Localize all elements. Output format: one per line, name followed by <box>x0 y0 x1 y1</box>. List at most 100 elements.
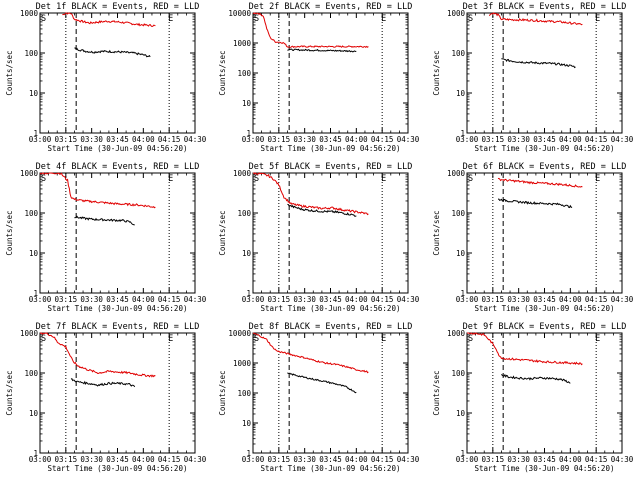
start-marker: S <box>468 334 473 344</box>
chart-title: Det 6f BLACK = Events, RED = LLD <box>463 162 627 172</box>
x-tick-label: 04:15 <box>585 135 608 144</box>
end-marker: E <box>595 174 600 184</box>
x-tick-label: 04:30 <box>184 135 207 144</box>
events-series-line <box>287 48 357 53</box>
start-marker: S <box>254 174 259 184</box>
x-tick-label: 03:15 <box>268 135 291 144</box>
y-tick-label: 1 <box>246 129 251 138</box>
events-series-line <box>70 378 136 388</box>
y-tick-label: 1 <box>33 129 38 138</box>
y-axis-label: Counts/sec <box>432 210 441 255</box>
x-tick-label: 03:15 <box>482 455 505 464</box>
lld-series-line <box>252 332 369 374</box>
plot-frame <box>466 332 623 454</box>
x-tick-label: 04:15 <box>585 455 608 464</box>
chart-svg: Det 3f BLACK = Events, RED = LLD 1 10 100 10… <box>432 2 634 153</box>
y-tick-label: 1 <box>460 449 465 458</box>
chart-title: Det 8f BLACK = Events, RED = LLD <box>249 322 413 332</box>
x-tick-label: 03:30 <box>80 135 103 144</box>
x-tick-label: 04:15 <box>371 455 394 464</box>
y-tick-label: 1000 <box>447 169 466 178</box>
y-tick-label: 10 <box>456 409 466 418</box>
x-tick-label: 03:30 <box>507 135 530 144</box>
chart-title: Det 2f BLACK = Events, RED = LLD <box>249 2 413 12</box>
end-marker: E <box>595 334 600 344</box>
y-axis-label: Counts/sec <box>432 370 441 415</box>
lld-series-line <box>39 172 156 209</box>
panel-det-7: Det 7f BLACK = Events, RED = LLD 1 10 100 10… <box>0 320 213 480</box>
x-tick-label: 03:00 <box>242 135 265 144</box>
y-tick-label: 10 <box>29 409 39 418</box>
y-axis-label: Counts/sec <box>218 50 227 95</box>
x-axis-label: Start Time (30-Jun-09 04:56:20) <box>475 464 615 473</box>
start-marker: S <box>41 334 46 344</box>
x-tick-label: 03:30 <box>293 455 316 464</box>
y-tick-label: 1000 <box>233 169 252 178</box>
y-tick-label: 1 <box>246 289 251 298</box>
y-axis-label: Counts/sec <box>432 50 441 95</box>
chart-title: Det 1f BLACK = Events, RED = LLD <box>36 2 200 12</box>
start-marker: S <box>254 334 259 344</box>
x-axis-label: Start Time (30-Jun-09 04:56:20) <box>48 304 188 313</box>
y-tick-label: 100 <box>451 369 465 378</box>
chart-svg: Det 8f BLACK = Events, RED = LLD 1 10 100 10… <box>218 322 420 473</box>
x-tick-label: 03:15 <box>268 455 291 464</box>
events-series-line <box>74 215 135 226</box>
x-tick-label: 03:45 <box>533 455 556 464</box>
chart-title: Det 5f BLACK = Events, RED = LLD <box>249 162 413 172</box>
lld-series-line <box>62 12 156 28</box>
x-tick-label: 04:30 <box>397 295 420 304</box>
chart-svg: Det 1f BLACK = Events, RED = LLD 1 10 100 10… <box>5 2 207 153</box>
x-tick-label: 04:00 <box>132 455 155 464</box>
x-tick-label: 04:00 <box>345 135 368 144</box>
y-tick-label: 1000 <box>447 9 466 18</box>
x-tick-label: 04:30 <box>611 455 634 464</box>
x-tick-label: 03:15 <box>55 295 78 304</box>
x-tick-label: 03:45 <box>106 295 129 304</box>
x-tick-label: 04:30 <box>184 455 207 464</box>
x-tick-label: 04:15 <box>371 295 394 304</box>
x-tick-label: 03:00 <box>456 455 479 464</box>
x-tick-label: 04:30 <box>397 455 420 464</box>
end-marker: E <box>168 174 173 184</box>
y-tick-label: 10000 <box>228 9 251 18</box>
chart-svg: Det 7f BLACK = Events, RED = LLD 1 10 100 10… <box>5 322 207 473</box>
x-tick-label: 04:30 <box>611 135 634 144</box>
plot-frame <box>252 12 409 134</box>
x-tick-label: 03:00 <box>29 455 52 464</box>
x-tick-label: 04:15 <box>158 135 181 144</box>
y-axis-label: Counts/sec <box>218 370 227 415</box>
y-tick-label: 1 <box>460 129 465 138</box>
y-tick-label: 1000 <box>233 359 252 368</box>
y-tick-label: 10 <box>242 419 252 428</box>
y-tick-label: 10 <box>456 249 466 258</box>
lld-series-line <box>252 12 369 49</box>
lld-series-line <box>488 12 583 26</box>
lld-series-line <box>467 332 583 366</box>
y-axis-label: Counts/sec <box>5 370 14 415</box>
x-tick-label: 04:15 <box>158 295 181 304</box>
plot-frame <box>252 172 409 294</box>
y-tick-label: 1 <box>246 449 251 458</box>
panel-det-6: Det 6f BLACK = Events, RED = LLD 1 10 100 10… <box>427 160 640 320</box>
plot-frame <box>466 12 623 134</box>
y-tick-label: 100 <box>24 369 38 378</box>
x-tick-label: 04:30 <box>611 295 634 304</box>
x-tick-label: 03:00 <box>29 295 52 304</box>
y-tick-label: 100 <box>451 209 465 218</box>
x-tick-label: 03:30 <box>293 295 316 304</box>
chart-title: Det 9f BLACK = Events, RED = LLD <box>463 322 627 332</box>
x-tick-label: 04:00 <box>132 295 155 304</box>
events-series-line <box>287 203 357 217</box>
x-tick-label: 03:45 <box>319 295 342 304</box>
y-tick-label: 10 <box>242 249 252 258</box>
x-tick-label: 03:45 <box>106 135 129 144</box>
x-tick-label: 03:15 <box>268 295 291 304</box>
chart-title: Det 4f BLACK = Events, RED = LLD <box>36 162 200 172</box>
chart-svg: Det 4f BLACK = Events, RED = LLD 1 10 100 10… <box>5 162 207 313</box>
x-tick-label: 03:00 <box>242 295 265 304</box>
start-marker: S <box>254 14 259 24</box>
start-marker: S <box>41 14 46 24</box>
x-tick-label: 03:00 <box>242 455 265 464</box>
